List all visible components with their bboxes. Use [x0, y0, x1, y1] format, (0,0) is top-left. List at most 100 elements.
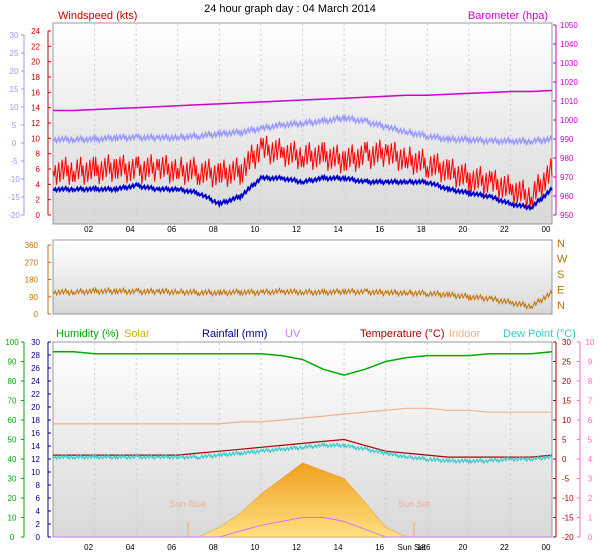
baro-axis-tick-label: 1030 [560, 59, 578, 68]
rain-axis-tick-label: 4 [36, 507, 41, 516]
baro-axis-tick-label: 1040 [560, 40, 578, 49]
rain-axis-tick-label: 8 [36, 481, 41, 490]
wind-axis-tick-label: 8 [36, 150, 41, 159]
outer-temp-axis-tick-label: 30 [10, 31, 19, 40]
temp-axis-tick-label: 25 [562, 358, 571, 367]
uv-axis-tick-label: 6 [588, 416, 593, 425]
wind-axis-tick-label: 0 [36, 211, 41, 220]
direction-axis-tick-label: 270 [25, 258, 39, 267]
sunrise-label: Sun Rise [170, 499, 207, 509]
compass-letter: W [557, 254, 568, 266]
temp-axis-tick-label: 0 [562, 455, 567, 464]
wind-axis-tick-label: 6 [36, 165, 41, 174]
direction-axis-tick-label: 90 [29, 293, 38, 302]
uv-axis-tick-label: 5 [588, 436, 593, 445]
time-tick-label: 10 [250, 543, 259, 552]
baro-axis-tick-label: 1000 [560, 116, 578, 125]
compass-letter: N [557, 238, 565, 250]
time-tick-label: 14 [334, 543, 343, 552]
time-tick-label: 16 [375, 543, 384, 552]
wind-axis-tick-label: 20 [31, 58, 40, 67]
compass-letter: E [557, 285, 564, 297]
rain-axis-tick-label: 20 [31, 403, 40, 412]
time-tick-label: 22 [500, 543, 509, 552]
time-tick-label: 14 [334, 225, 343, 234]
compass-letter: S [557, 269, 564, 281]
baro-axis-tick-label: 970 [560, 173, 574, 182]
bottom-series-group [52, 351, 553, 538]
solar-legend: Solar [124, 328, 150, 340]
outer-temp-axis-tick-label: -15 [8, 193, 20, 202]
barometer-axis: 1050 1040 1030 1020 1010 1000 990 980 970 960 950 [553, 21, 578, 220]
time-tick-label: 18 [417, 543, 426, 552]
wind-axis-tick-label: 10 [31, 134, 40, 143]
indoor-legend: Indoor [449, 328, 481, 340]
time-tick-label: 22 [500, 225, 509, 234]
outer-temp-axis-tick-label: 5 [12, 121, 17, 130]
uv-axis-tick-label: 10 [586, 338, 595, 347]
sunset-label: Sun Set [398, 499, 431, 509]
direction-series-group [52, 286, 553, 310]
uv-axis-tick-label: 9 [588, 358, 593, 367]
humidity-axis-tick-label: 20 [8, 494, 17, 503]
rain-axis-tick-label: 16 [31, 429, 40, 438]
uv-axis-tick-label: 1 [588, 514, 593, 523]
time-tick-label: 20 [458, 543, 467, 552]
bottom-time-axis: 02 04 06 08 10 12 14 16 18 20 22 00 Sun Set6 [84, 543, 551, 552]
humidity-axis-tick-label: 30 [8, 475, 17, 484]
temp-axis-tick-label: -5 [562, 475, 570, 484]
wind-axis-tick-label: 16 [31, 88, 40, 97]
wind-axis-tick-label: 12 [31, 119, 40, 128]
top-series-group [52, 89, 553, 211]
baro-axis-tick-label: 1050 [560, 21, 578, 30]
sunset-axis-label: Sun Set6 [398, 543, 431, 552]
humidity-legend: Humidity (%) [56, 328, 119, 340]
wind-axis-tick-label: 22 [31, 42, 40, 51]
temp-axis-tick-label: -10 [562, 494, 574, 503]
humidity-axis-tick-label: 70 [8, 397, 17, 406]
temp-axis-tick-label: 15 [562, 397, 571, 406]
outer-temp-axis-tick-label: -10 [8, 175, 20, 184]
baro-axis-tick-label: 980 [560, 154, 574, 163]
humidity-axis-tick-label: 100 [5, 338, 19, 347]
time-tick-label: 20 [458, 225, 467, 234]
outer-temp-axis-tick-label: -20 [8, 211, 20, 220]
outer-temp-axis-tick-label: 20 [10, 67, 19, 76]
gust-line [52, 173, 553, 211]
time-tick-label: 02 [84, 543, 93, 552]
windspeed-axis-title: Windspeed (kts) [58, 10, 137, 22]
top-outer-axis: 30 25 20 15 10 5 0 -5 -10 -15 -20 [8, 31, 25, 220]
temp-axis-tick-label: 30 [562, 338, 571, 347]
rain-axis-tick-label: 30 [31, 338, 40, 347]
humidity-line [53, 351, 553, 376]
rain-axis-tick-label: 28 [31, 351, 40, 360]
uv-axis-tick-label: 8 [588, 377, 593, 386]
top-time-axis: 02 04 06 08 10 12 14 16 18 20 22 00 [84, 225, 551, 234]
uv-axis-tick-label: 2 [588, 494, 593, 503]
time-tick-label: 10 [250, 225, 259, 234]
outer-temp-axis-tick-label: 0 [12, 139, 17, 148]
rain-axis-tick-label: 10 [31, 468, 40, 477]
temp-axis-tick-label: 20 [562, 377, 571, 386]
outer-temp-axis-tick-label: 25 [10, 49, 19, 58]
uv-axis-tick-label: 0 [588, 533, 593, 542]
baro-axis-tick-label: 1010 [560, 97, 578, 106]
time-tick-label: 00 [542, 543, 551, 552]
wind-axis-tick-label: 18 [31, 73, 40, 82]
rain-axis-tick-label: 0 [36, 533, 41, 542]
time-tick-label: 12 [292, 225, 301, 234]
direction-line [52, 286, 553, 310]
uv-axis-tick-label: 7 [588, 397, 593, 406]
uv-axis-tick-label: 3 [588, 475, 593, 484]
temp-axis-tick-label: -15 [562, 514, 574, 523]
uv-axis-tick-label: 4 [588, 455, 593, 464]
time-tick-label: 08 [209, 225, 218, 234]
chart-title: 24 hour graph day : 04 March 2014 [204, 3, 376, 15]
rain-axis-tick-label: 2 [36, 520, 41, 529]
rain-axis-tick-label: 18 [31, 416, 40, 425]
temperature-axis: 30 25 20 15 10 5 0 -5 -10 -15 -20 [553, 338, 574, 542]
humidity-axis-tick-label: 40 [8, 455, 17, 464]
